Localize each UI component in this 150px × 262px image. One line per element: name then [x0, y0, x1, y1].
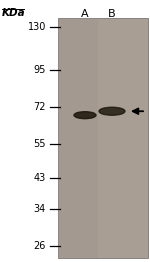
Text: 72: 72 — [33, 102, 46, 112]
Text: 43: 43 — [34, 173, 46, 183]
Text: KDa: KDa — [2, 8, 26, 18]
Text: 26: 26 — [34, 241, 46, 251]
Text: B: B — [108, 9, 116, 19]
Text: 130: 130 — [28, 22, 46, 32]
Ellipse shape — [99, 107, 125, 115]
Bar — [58, 18, 98, 258]
Text: 95: 95 — [34, 65, 46, 75]
Ellipse shape — [74, 112, 96, 119]
Text: 55: 55 — [33, 139, 46, 149]
Bar — [58, 18, 148, 258]
Text: 34: 34 — [34, 205, 46, 215]
Text: A: A — [81, 9, 89, 19]
